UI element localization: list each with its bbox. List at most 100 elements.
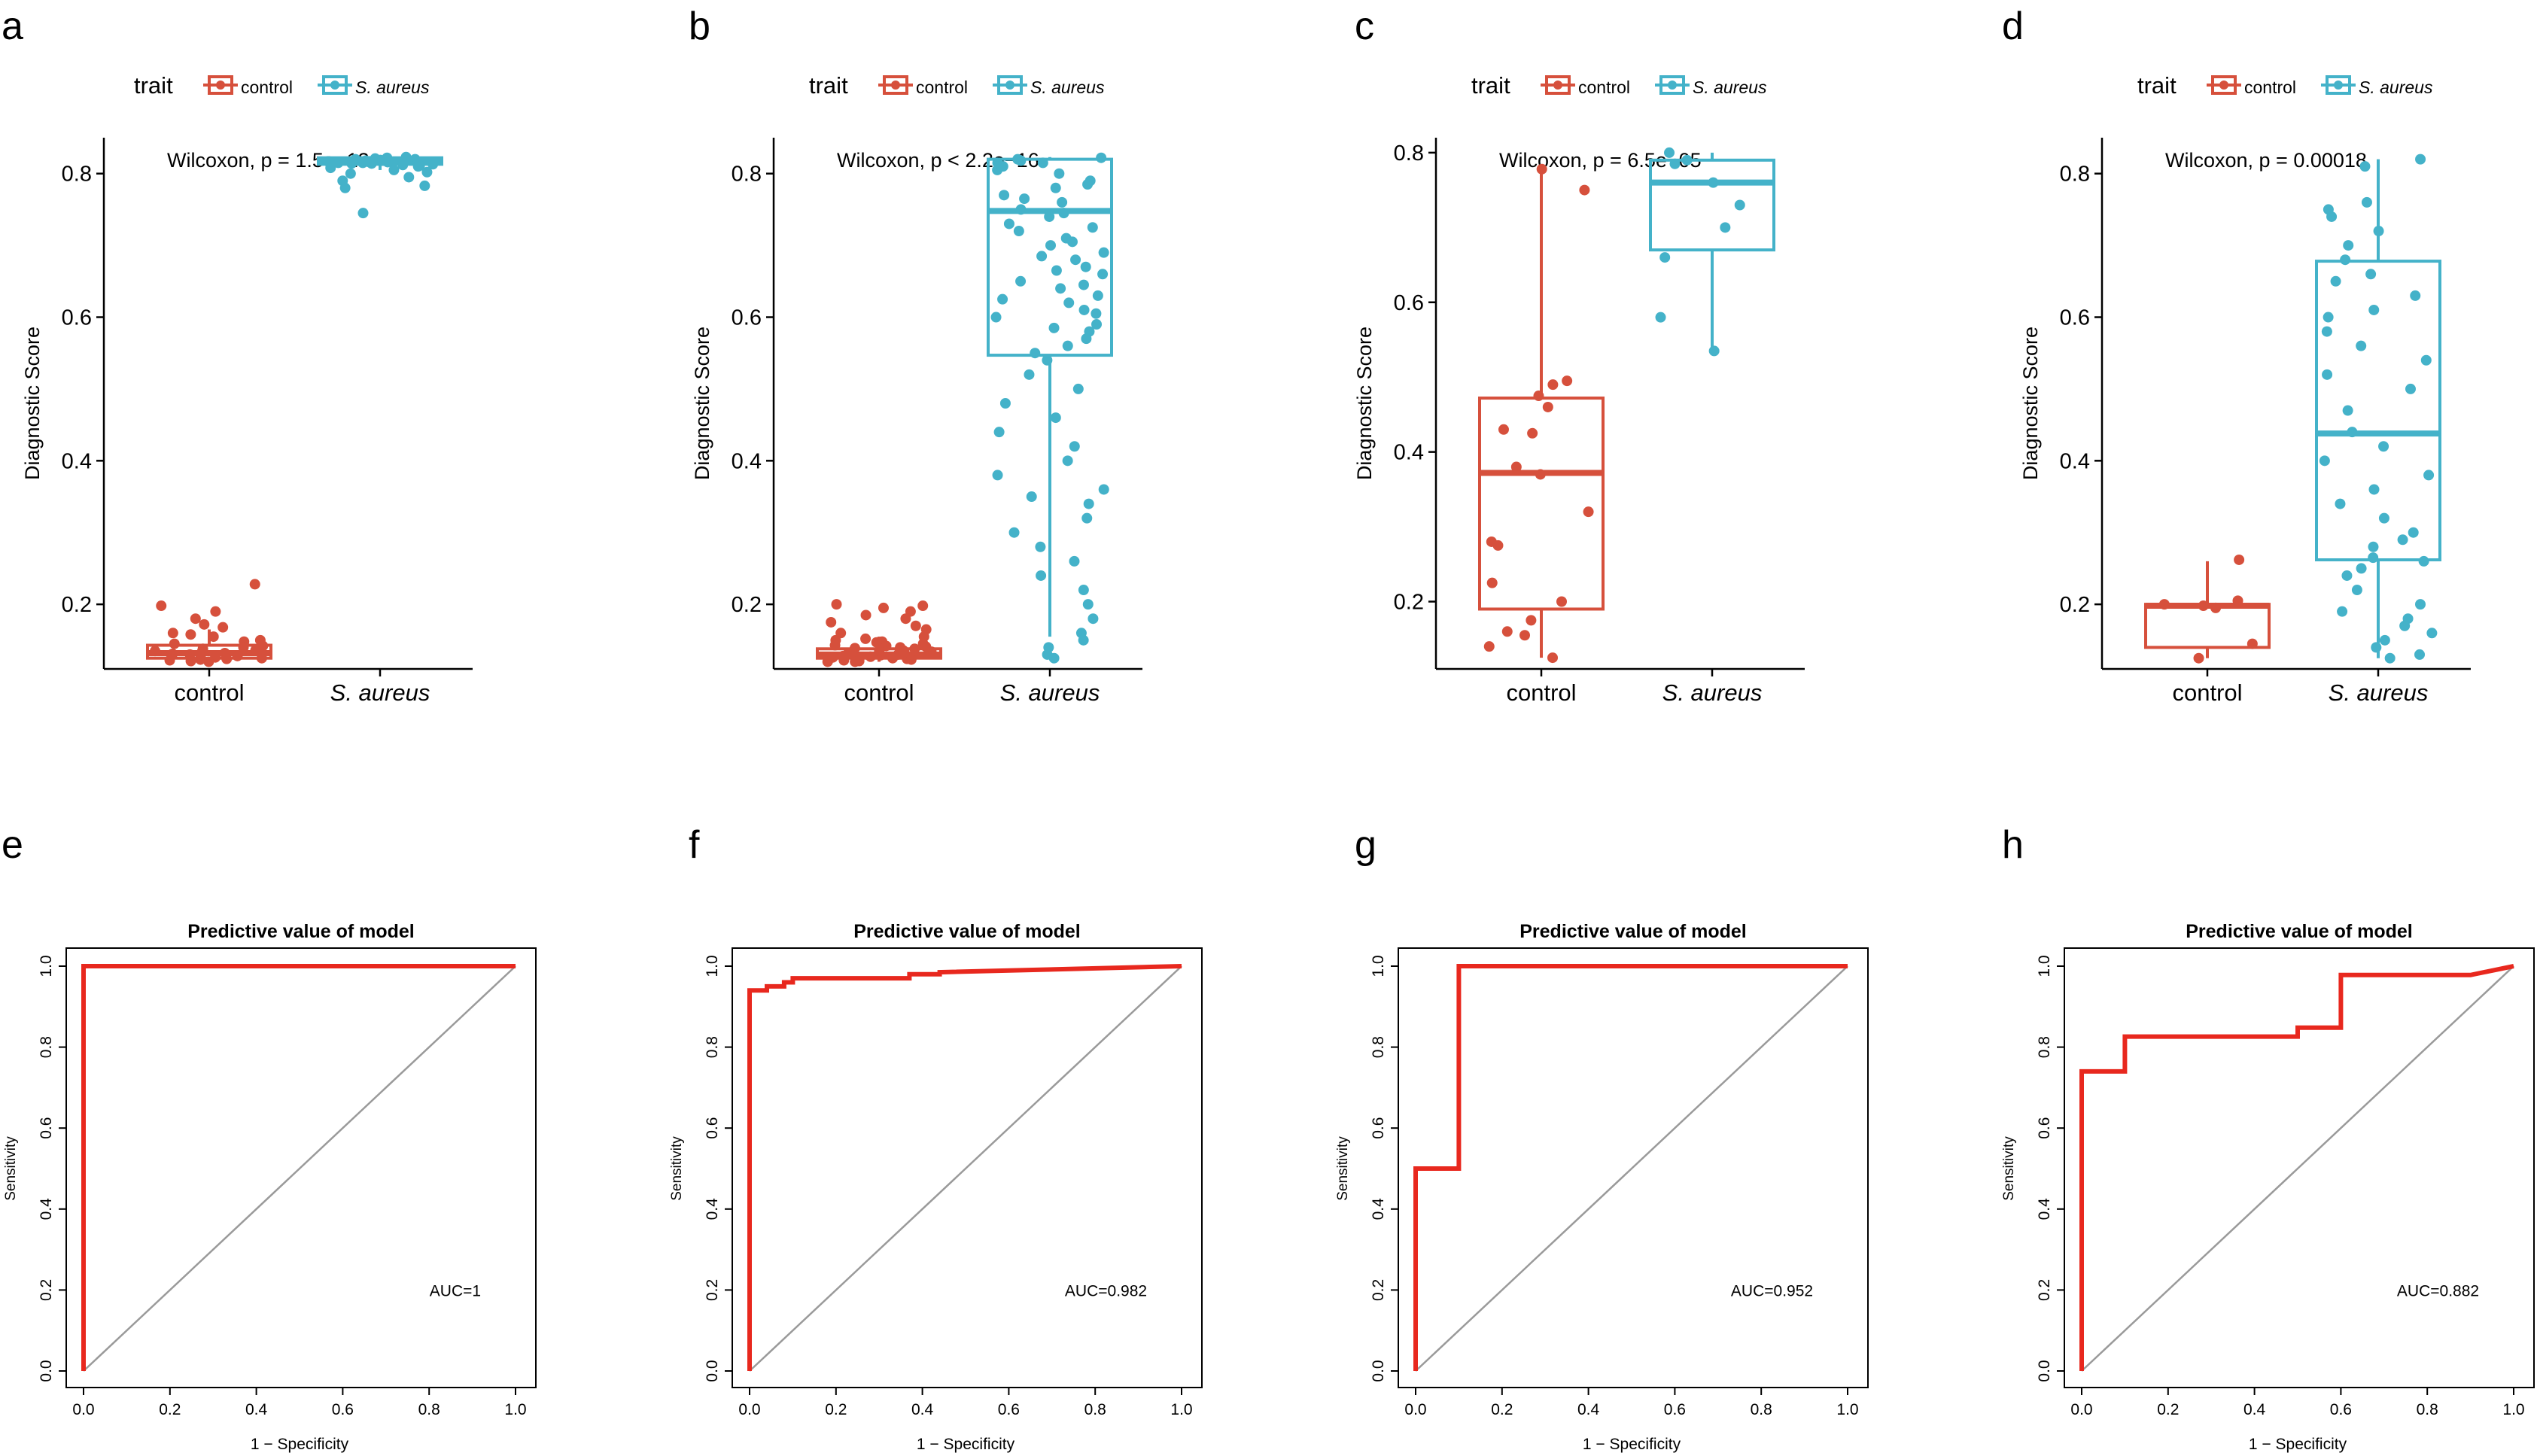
legend-title: trait: [1471, 72, 1510, 99]
data-point: [1708, 177, 1719, 188]
y-tick-label: 0.2: [62, 593, 92, 617]
data-point: [1078, 279, 1089, 290]
data-point: [2365, 269, 2377, 280]
x-tick-label: control: [174, 679, 244, 706]
panel-letter: e: [2, 823, 23, 867]
x-tick-label: 0.0: [72, 1401, 94, 1418]
box-iqr: [1478, 397, 1605, 611]
data-point: [2423, 470, 2435, 481]
y-tick-label: 1.0: [1370, 955, 1387, 977]
data-point: [2408, 527, 2419, 538]
y-tick-label: 0.6: [2060, 306, 2090, 330]
box-control: [816, 599, 942, 667]
data-point: [1042, 354, 1053, 366]
box-control: [1478, 163, 1605, 664]
data-point: [238, 642, 249, 653]
data-point: [2399, 620, 2411, 631]
box-aureus: [1649, 147, 1775, 357]
data-point: [909, 643, 920, 655]
chance-diagonal: [749, 965, 1182, 1372]
data-point: [397, 160, 409, 171]
data-point: [2378, 441, 2389, 452]
data-point: [1655, 312, 1666, 323]
y-tick-label: 0.0: [2036, 1360, 2053, 1382]
aureus-key-dot: [2334, 81, 2343, 90]
data-point: [1536, 163, 1547, 175]
legend: trait control S. aureus: [809, 72, 1105, 99]
data-point: [1058, 208, 1069, 219]
legend-label-aureus: S. aureus: [2359, 78, 2433, 97]
data-point: [210, 606, 221, 617]
data-point: [249, 579, 260, 590]
data-point: [221, 653, 233, 664]
roc-title: Predictive value of model: [2186, 921, 2413, 942]
auc-label: AUC=0.952: [1731, 1282, 1813, 1299]
roc-panel-h: h Predictive value of model 0.0 0.0 0.2 0.2 0.…: [2001, 823, 2535, 1453]
y-axis-title: Sensitivity: [1335, 1136, 1351, 1201]
data-point: [1527, 427, 1538, 439]
y-tick-label: 0.2: [1370, 1279, 1387, 1301]
data-point: [156, 600, 167, 612]
data-point: [1708, 345, 1720, 357]
data-point: [1097, 269, 1109, 280]
x-tick-label: 0.8: [418, 1401, 440, 1418]
y-tick-label: 0.0: [1370, 1360, 1387, 1382]
x-tick-label: S. aureus: [330, 679, 430, 706]
panel-letter: b: [689, 5, 710, 48]
box-iqr: [987, 157, 1113, 357]
data-point: [1681, 154, 1693, 166]
data-point: [1050, 412, 1061, 424]
data-point: [2359, 161, 2371, 172]
boxplot-panel-b: b trait control S. aureus 0.2 0.4 0.6 0.8 Diagno…: [689, 5, 1142, 706]
data-point: [250, 645, 261, 656]
data-point: [2420, 354, 2432, 366]
data-point: [2319, 455, 2330, 467]
y-tick-label: 0.6: [2036, 1117, 2053, 1139]
data-point: [167, 628, 178, 639]
data-point: [1030, 348, 1041, 359]
y-tick-label: 0.2: [2036, 1279, 2053, 1301]
data-point: [2340, 254, 2351, 266]
data-point: [2321, 326, 2332, 337]
data-point: [2335, 498, 2346, 509]
x-tick-label: S. aureus: [1000, 679, 1100, 706]
x-tick-label: 0.0: [1404, 1401, 1426, 1418]
data-point: [2410, 290, 2421, 301]
data-point: [1078, 634, 1089, 646]
data-point: [1091, 308, 1102, 319]
y-tick-label: 0.4: [732, 449, 762, 473]
x-tick-label: 0.8: [2417, 1401, 2438, 1418]
data-point: [1526, 615, 1537, 626]
x-axis-title: 1 − Specificity: [1583, 1436, 1681, 1453]
data-point: [2378, 512, 2389, 524]
data-point: [1734, 199, 1745, 211]
data-point: [2198, 600, 2209, 612]
legend-title: trait: [809, 72, 848, 99]
x-tick-label: S. aureus: [1662, 679, 1763, 706]
x-tick-label: 0.8: [1751, 1401, 1772, 1418]
data-point: [826, 616, 837, 628]
plot-frame: [2064, 947, 2535, 1388]
data-point: [1081, 512, 1093, 524]
data-point: [412, 161, 424, 172]
y-tick-label: 0.6: [1370, 1117, 1387, 1139]
data-point: [325, 163, 336, 174]
data-point: [190, 613, 201, 625]
data-point: [1579, 184, 1590, 196]
data-point: [2322, 369, 2333, 380]
data-point: [992, 164, 1003, 175]
roc-title: Predictive value of model: [1519, 921, 1747, 942]
data-point: [878, 602, 889, 613]
data-point: [1542, 401, 1553, 412]
panel-letter: a: [2, 5, 23, 48]
roc-title: Predictive value of model: [187, 921, 415, 942]
data-point: [2426, 628, 2438, 639]
data-point: [1088, 613, 1099, 625]
data-point: [1519, 630, 1531, 641]
data-point: [364, 156, 376, 167]
y-tick-label: 0.4: [38, 1198, 55, 1220]
data-point: [1533, 391, 1544, 402]
y-tick-label: 0.6: [732, 306, 762, 330]
y-tick-label: 0.4: [1394, 441, 1424, 465]
data-point: [2368, 304, 2380, 315]
